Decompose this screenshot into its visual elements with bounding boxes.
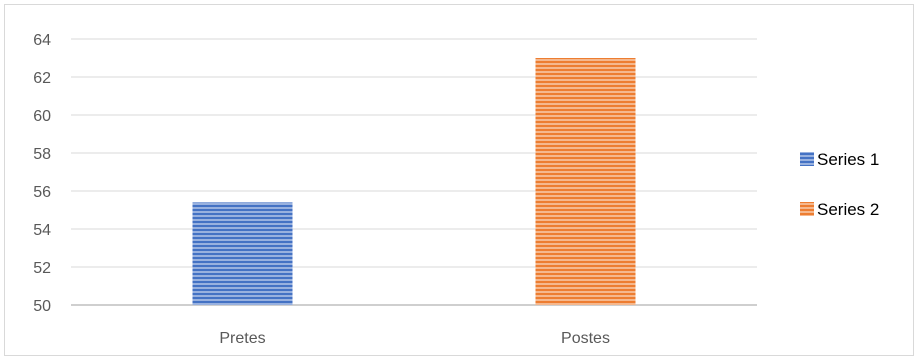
y-tick-label: 58 <box>33 146 51 163</box>
y-tick-label: 52 <box>33 260 51 277</box>
x-tick-label: Postes <box>561 330 610 347</box>
bars <box>192 58 636 305</box>
bar-pretes-series-1 <box>192 202 293 305</box>
legend: Series 1 Series 2 <box>800 150 879 219</box>
legend-label: Series 1 <box>817 150 879 169</box>
y-tick-label: 62 <box>33 70 51 87</box>
legend-swatch <box>800 202 814 216</box>
y-tick-label: 60 <box>33 108 51 125</box>
y-tick-label: 54 <box>33 222 51 239</box>
x-tick-label: Pretes <box>219 330 265 347</box>
legend-label: Series 2 <box>817 200 879 219</box>
legend-swatch <box>800 152 814 166</box>
y-tick-label: 64 <box>33 32 51 49</box>
y-tick-label: 50 <box>33 298 51 315</box>
x-axis-ticks: Pretes Postes <box>219 330 610 347</box>
y-tick-label: 56 <box>33 184 51 201</box>
bar-postes-series-2 <box>535 58 636 305</box>
y-axis-ticks: 50 52 54 56 58 60 62 64 <box>33 32 51 315</box>
gridlines <box>71 38 757 306</box>
chart-frame: 50 52 54 56 58 60 62 64 Pretes Postes Series 1 Se… <box>4 4 914 356</box>
